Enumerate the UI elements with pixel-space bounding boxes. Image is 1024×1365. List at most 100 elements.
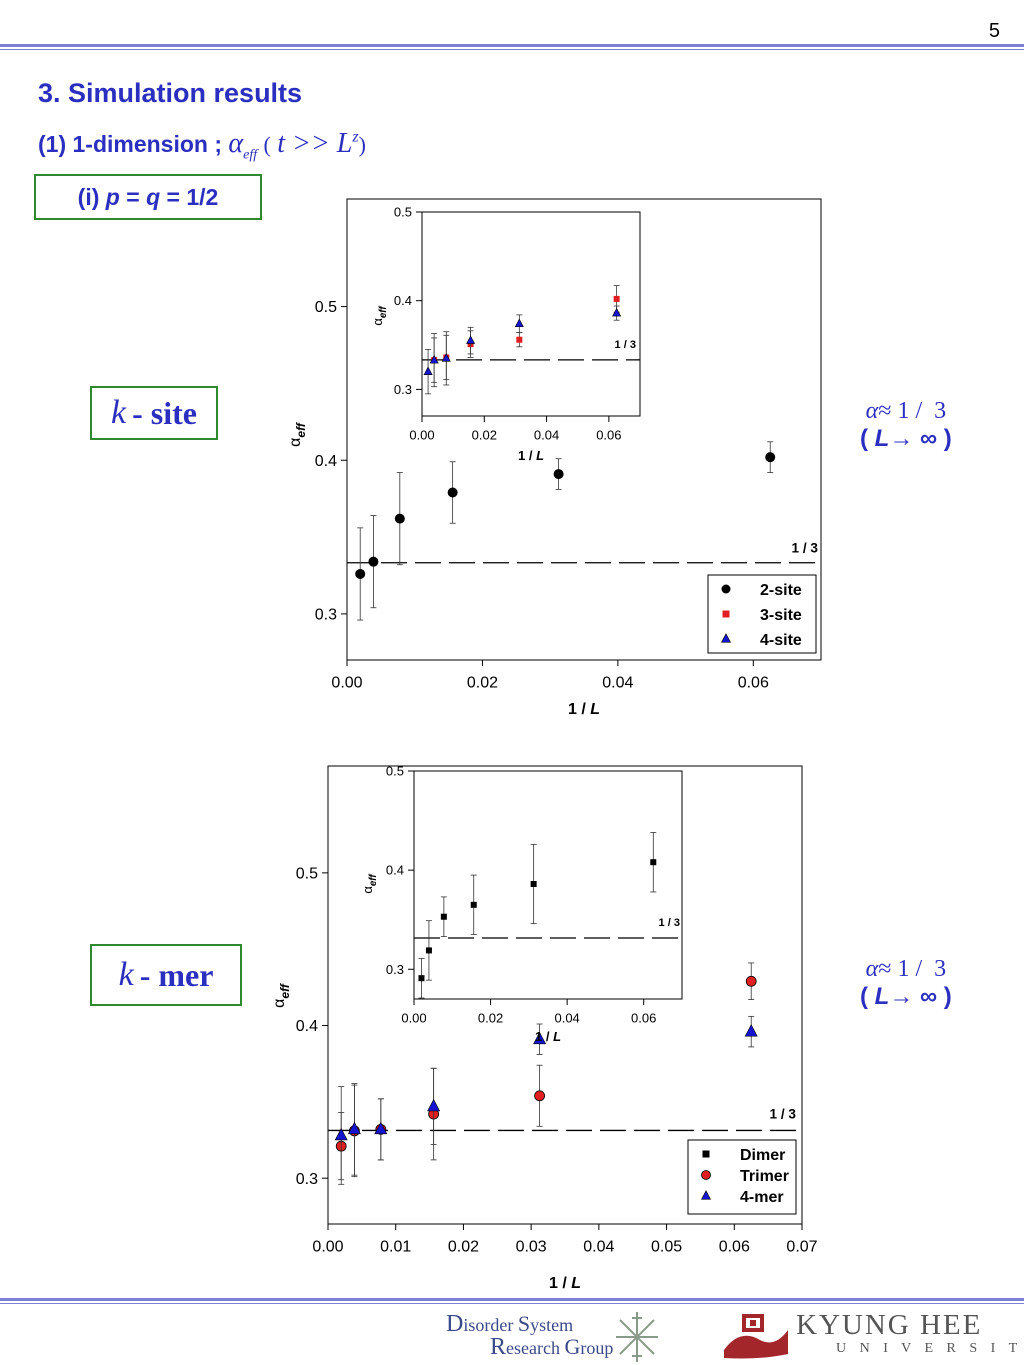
x-tick-label: 0.06 [738, 675, 769, 692]
x-tick-label: 0.04 [554, 1011, 579, 1026]
plot-frame [421, 211, 641, 417]
legend-label: Trimer [740, 1168, 789, 1185]
y-tick-label: 0.3 [296, 1171, 318, 1188]
limit-note-top: α≈ 1 / 3 ( L→ ∞ ) [860, 398, 952, 452]
footer: Disorder System Research Group KYUNG HEE… [0, 1308, 1024, 1365]
legend-label: 4-mer [740, 1189, 784, 1206]
snowflake-icon [616, 1312, 658, 1362]
footer-rule-thick [0, 1298, 1024, 1301]
data-point [394, 513, 405, 524]
k-variable: k [111, 394, 127, 431]
data-point [516, 336, 523, 343]
y-tick-label: 0.3 [394, 382, 412, 397]
y-axis-label: αeff [271, 983, 292, 1008]
reference-line-label: 1 / 3 [659, 917, 681, 929]
data-point [530, 881, 537, 888]
data-point [368, 556, 379, 567]
legend-marker [721, 633, 731, 643]
y-tick-label: 0.3 [315, 607, 337, 624]
subtitle-paren-close: ) [358, 132, 366, 157]
x-tick-label: 0.05 [651, 1239, 682, 1256]
data-point [470, 901, 477, 908]
x-tick-label: 0.01 [380, 1239, 411, 1256]
data-point [534, 1090, 546, 1102]
data-point [374, 1121, 388, 1135]
reference-line-label: 1 / 3 [792, 541, 819, 556]
data-point [745, 975, 757, 987]
data-point [514, 318, 524, 328]
x-tick-label: 0.04 [534, 428, 559, 443]
x-tick-label: 0.00 [312, 1239, 343, 1256]
reference-line-label: 1 / 3 [615, 339, 637, 351]
x-tick-label: 0.02 [478, 1011, 503, 1026]
subtitle-paren-open: ( [263, 132, 271, 157]
y-tick-label: 0.5 [315, 299, 337, 316]
data-point [425, 947, 432, 954]
kyung-hee-emblem-icon [724, 1314, 788, 1359]
x-tick-label: 0.07 [786, 1239, 817, 1256]
x-tick-label: 0.00 [409, 428, 434, 443]
data-point [418, 975, 425, 982]
k-site-label: - site [132, 394, 197, 431]
legend-label: Dimer [740, 1147, 785, 1164]
legend-label: 4-site [760, 632, 802, 649]
k-mer-label: - mer [139, 956, 214, 993]
x-tick-label: 0.04 [583, 1239, 614, 1256]
alpha-eff-symbol: αeff [228, 128, 258, 163]
data-point [612, 307, 622, 317]
y-axis-label: αeff [360, 873, 379, 894]
data-point [447, 487, 458, 498]
data-point [650, 859, 657, 866]
legend-label: 3-site [760, 607, 802, 624]
x-tick-label: 0.02 [448, 1239, 479, 1256]
legend-label: 2-site [760, 582, 802, 599]
x-tick-label: 0.06 [596, 428, 621, 443]
subtitle-condition: t >> Lz [277, 128, 359, 159]
dsrg-logo: Disorder System Research Group [446, 1311, 614, 1360]
data-point [533, 1031, 547, 1045]
subtitle: (1) 1-dimension ; αeff ( t >> Lz) [38, 128, 366, 164]
data-point [441, 353, 451, 362]
data-point [440, 913, 447, 920]
data-point [613, 295, 620, 302]
x-axis-label: 1 / L [535, 1029, 561, 1044]
x-axis-label: 1 / L [549, 1275, 581, 1292]
x-tick-label: 0.06 [631, 1011, 656, 1026]
header-rule-thin [0, 49, 1024, 50]
data-point [466, 335, 476, 344]
legend-marker [701, 1190, 711, 1200]
footer-rule-thin [0, 1303, 1024, 1304]
case-label-box: (i) p = q = 1/2 [34, 174, 262, 220]
y-axis-label: αeff [287, 422, 308, 447]
plot-frame [413, 770, 683, 1000]
top-inset-chart: 0.3 0.4 0.5 0.00 0.02 0.04 0.06 αeff 1 / L 1 / 3 [370, 205, 641, 463]
section-title: 3. Simulation results [38, 78, 303, 108]
y-tick-label: 0.5 [296, 865, 318, 882]
y-tick-label: 0.5 [394, 205, 412, 220]
legend-marker [701, 1170, 711, 1180]
data-point [427, 1098, 441, 1112]
y-tick-label: 0.4 [386, 863, 404, 878]
y-tick-label: 0.4 [315, 453, 337, 470]
legend-marker [702, 1150, 710, 1158]
y-tick-label: 0.3 [386, 962, 404, 977]
x-tick-label: 0.00 [331, 675, 362, 692]
x-tick-label: 0.00 [401, 1011, 426, 1026]
k-mer-box: k - mer [90, 944, 242, 1006]
x-tick-label: 0.02 [472, 428, 497, 443]
x-axis-label: 1 / L [568, 701, 600, 718]
reference-line-label: 1 / 3 [770, 1106, 797, 1121]
limit-note-bottom: α≈ 1 / 3 ( L→ ∞ ) [860, 956, 952, 1010]
data-point [355, 568, 366, 579]
page-number: 5 [988, 20, 1000, 42]
data-point [334, 1127, 348, 1141]
data-point [423, 366, 433, 375]
data-point [553, 469, 564, 480]
data-point [429, 354, 439, 364]
y-axis-label: αeff [370, 305, 389, 326]
y-tick-label: 0.4 [296, 1018, 318, 1035]
data-point [765, 452, 776, 463]
k-site-box: k - site [90, 386, 218, 440]
x-tick-label: 0.02 [467, 675, 498, 692]
